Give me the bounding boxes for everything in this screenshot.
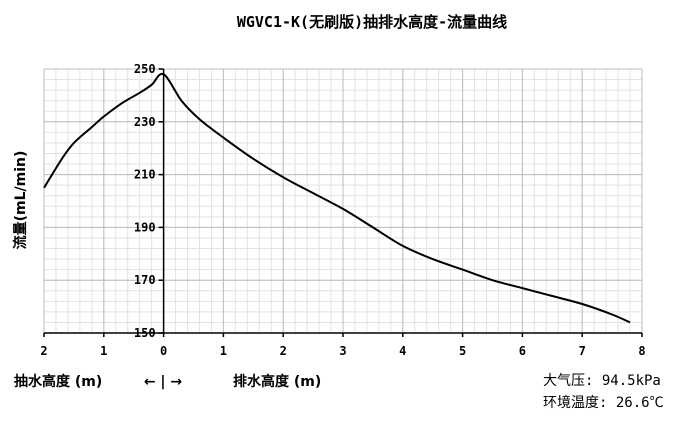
ambient-temperature: 环境温度: 26.6℃ <box>543 395 664 411</box>
data-series <box>43 72 631 324</box>
y-tick-labels: 150 170 190 210 230 250 <box>134 62 156 340</box>
x-tick-label: 8 <box>638 344 645 358</box>
x-tick-label: 4 <box>399 344 406 358</box>
y-axis-label: 流量(mL/min) <box>12 151 29 250</box>
y-tick-label: 230 <box>134 115 156 129</box>
y-tick-label: 210 <box>134 168 156 182</box>
x-tick-label: 6 <box>519 344 526 358</box>
x-tick-label: 1 <box>220 344 227 358</box>
chart-title: WGVC1-K(无刷版)抽排水高度-流量曲线 <box>237 13 507 31</box>
axes <box>43 68 643 337</box>
atmospheric-pressure: 大气压: 94.5kPa <box>543 373 661 389</box>
x-tick-label: 0 <box>160 344 167 358</box>
x-axis-label-suction: 抽水高度 (m) <box>14 373 102 390</box>
x-tick-label: 2 <box>280 344 287 358</box>
x-axis-label-discharge: 排水高度 (m) <box>233 373 321 390</box>
series-line <box>43 72 631 324</box>
x-tick-label: 2 <box>40 344 47 358</box>
x-tick-label: 1 <box>100 344 107 358</box>
x-tick-label: 5 <box>459 344 466 358</box>
major-grid <box>43 68 643 334</box>
y-tick-label: 150 <box>134 326 156 340</box>
x-tick-labels: 2 1 0 1 2 3 4 5 6 7 8 <box>40 344 645 358</box>
x-axis-direction-arrows: ← | → <box>144 374 183 390</box>
y-tick-label: 190 <box>134 220 156 234</box>
x-tick-label: 3 <box>339 344 346 358</box>
y-tick-label: 170 <box>134 273 156 287</box>
y-tick-label: 250 <box>134 62 156 76</box>
x-tick-label: 7 <box>579 344 586 358</box>
